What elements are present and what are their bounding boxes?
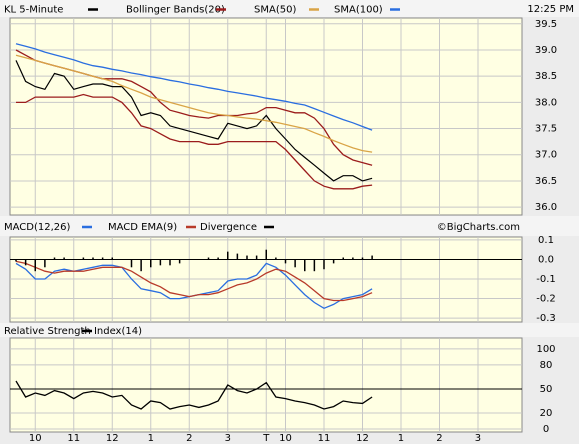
y-tick-label: -0.3 — [536, 313, 556, 324]
divergence-bar — [121, 259, 123, 260]
divergence-bar — [24, 259, 27, 266]
divergence-bar — [207, 257, 210, 260]
series-line — [15, 54, 373, 153]
divergence-bar — [255, 255, 258, 260]
divergence-bar — [313, 259, 316, 272]
divergence-bar — [15, 259, 17, 262]
divergence-bar — [111, 257, 114, 260]
divergence-bar — [294, 259, 296, 268]
y-tick-label: 36.5 — [535, 176, 557, 187]
divergence-bar — [332, 259, 335, 264]
y-tick-label: -0.1 — [536, 274, 556, 285]
divergence-bar — [323, 259, 325, 270]
x-tick-label: 1 — [398, 433, 404, 444]
x-tick-label: T — [262, 433, 270, 444]
y-tick-label: 39.0 — [535, 45, 557, 56]
legend-label: Relative Strength Index(14) — [4, 326, 142, 337]
y-tick-label: 0 — [543, 424, 549, 435]
divergence-bar — [159, 259, 162, 266]
divergence-bar — [73, 259, 75, 260]
divergence-bar — [227, 251, 229, 260]
y-tick-label: 36.0 — [535, 202, 557, 213]
divergence-bar — [92, 257, 94, 260]
divergence-bar — [150, 259, 152, 268]
divergence-bar — [265, 249, 268, 260]
legend-label: MACD EMA(9) — [108, 222, 177, 233]
y-tick-label: 39.5 — [535, 19, 557, 30]
timestamp: 12:25 PM — [527, 4, 574, 15]
x-tick-label: 3 — [225, 433, 231, 444]
y-tick-label: 37.5 — [535, 124, 557, 135]
divergence-bar — [82, 257, 85, 260]
legend-label: Divergence — [200, 222, 257, 233]
x-tick-label: 2 — [436, 433, 442, 444]
legend-label: Bollinger Bands(20) — [126, 5, 225, 16]
y-tick-label: 100 — [536, 344, 555, 355]
divergence-bar — [169, 259, 171, 266]
divergence-bar — [53, 257, 56, 260]
divergence-bar — [44, 259, 46, 268]
y-tick-label: 50 — [540, 384, 553, 395]
x-tick-label: 3 — [475, 433, 481, 444]
divergence-bar — [101, 257, 104, 260]
divergence-bar — [342, 257, 344, 260]
x-tick-label: 12 — [106, 433, 119, 444]
x-tick-label: 11 — [67, 433, 80, 444]
legend-strip — [0, 0, 579, 17]
series-line — [15, 380, 373, 410]
divergence-bar — [198, 259, 200, 260]
divergence-bar — [246, 255, 248, 260]
x-tick-label: 2 — [186, 433, 192, 444]
divergence-bar — [188, 259, 191, 260]
y-tick-label: 37.0 — [535, 150, 557, 161]
y-tick-label: -0.2 — [536, 294, 556, 305]
divergence-bar — [34, 259, 37, 272]
legend-label: SMA(50) — [254, 5, 296, 16]
series-line — [15, 43, 373, 131]
series-line — [15, 260, 373, 302]
divergence-bar — [361, 257, 364, 260]
legend-label: KL 5-Minute — [4, 5, 63, 16]
y-tick-label: 38.5 — [535, 71, 557, 82]
legend-strip — [0, 216, 579, 236]
divergence-bar — [178, 259, 181, 264]
legend-label: MACD(12,26) — [4, 222, 71, 233]
y-tick-label: 0.0 — [538, 254, 554, 265]
divergence-bar — [217, 257, 219, 260]
divergence-bar — [352, 257, 354, 260]
y-tick-label: 38.0 — [535, 97, 557, 108]
x-tick-label: 12 — [356, 433, 369, 444]
bollinger-lower — [16, 93, 373, 190]
x-tick-label: 10 — [279, 433, 292, 444]
y-tick-label: 80 — [540, 360, 553, 371]
divergence-bar — [140, 259, 142, 272]
legend-label: SMA(100) — [334, 5, 383, 16]
divergence-bar — [275, 257, 277, 260]
divergence-bar — [303, 259, 306, 272]
x-tick-label: 10 — [29, 433, 42, 444]
divergence-bar — [63, 257, 65, 260]
x-tick-label: 11 — [318, 433, 331, 444]
price-line — [15, 60, 373, 182]
y-tick-label: 0.1 — [538, 235, 554, 246]
divergence-bar — [236, 253, 239, 260]
divergence-bar — [130, 259, 133, 268]
legend-strip — [0, 323, 579, 337]
source-credit: ©BigCharts.com — [437, 222, 520, 233]
y-tick-label: 20 — [540, 408, 553, 419]
x-tick-label: 1 — [148, 433, 154, 444]
divergence-bar — [284, 259, 287, 264]
divergence-bar — [371, 255, 373, 260]
